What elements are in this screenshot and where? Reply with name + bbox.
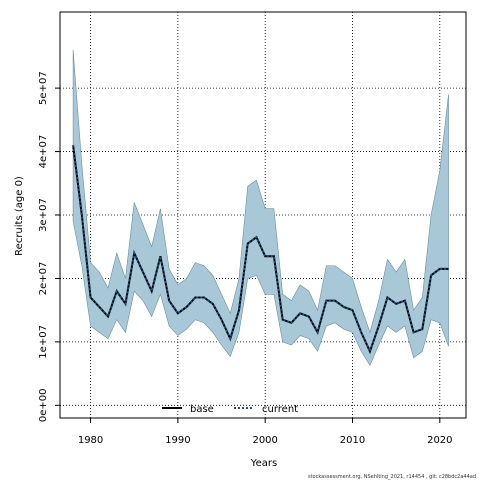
- x-axis-ticks: 1980 1990 2000 2010 2020: [78, 418, 453, 446]
- x-tick-label: 1980: [78, 435, 103, 446]
- legend-base-label: base: [190, 404, 214, 415]
- x-tick-label: 2000: [252, 435, 277, 446]
- y-tick-label: 5e+07: [38, 71, 49, 105]
- y-tick-label: 1e+07: [38, 325, 49, 359]
- y-tick-label: 4e+07: [38, 135, 49, 169]
- x-axis-title: Years: [250, 458, 277, 469]
- x-tick-label: 2010: [340, 435, 365, 446]
- legend-current-label: current: [262, 404, 298, 415]
- y-axis-ticks: 0e+00 1e+07 2e+07 3e+07 4e+07 5e+07: [38, 71, 60, 422]
- y-tick-label: 0e+00: [38, 389, 49, 423]
- y-tick-label: 2e+07: [38, 262, 49, 296]
- x-tick-label: 2020: [427, 435, 452, 446]
- footer-text: stockassessment.org, NSehlting_2021, r14…: [308, 474, 476, 480]
- y-tick-label: 3e+07: [38, 198, 49, 232]
- y-axis-title: Recruits (age 0): [14, 176, 25, 256]
- legend: base current: [162, 404, 298, 415]
- series-line-layer: [72, 145, 449, 355]
- x-tick-label: 1990: [165, 435, 190, 446]
- series-line-current: [72, 145, 449, 355]
